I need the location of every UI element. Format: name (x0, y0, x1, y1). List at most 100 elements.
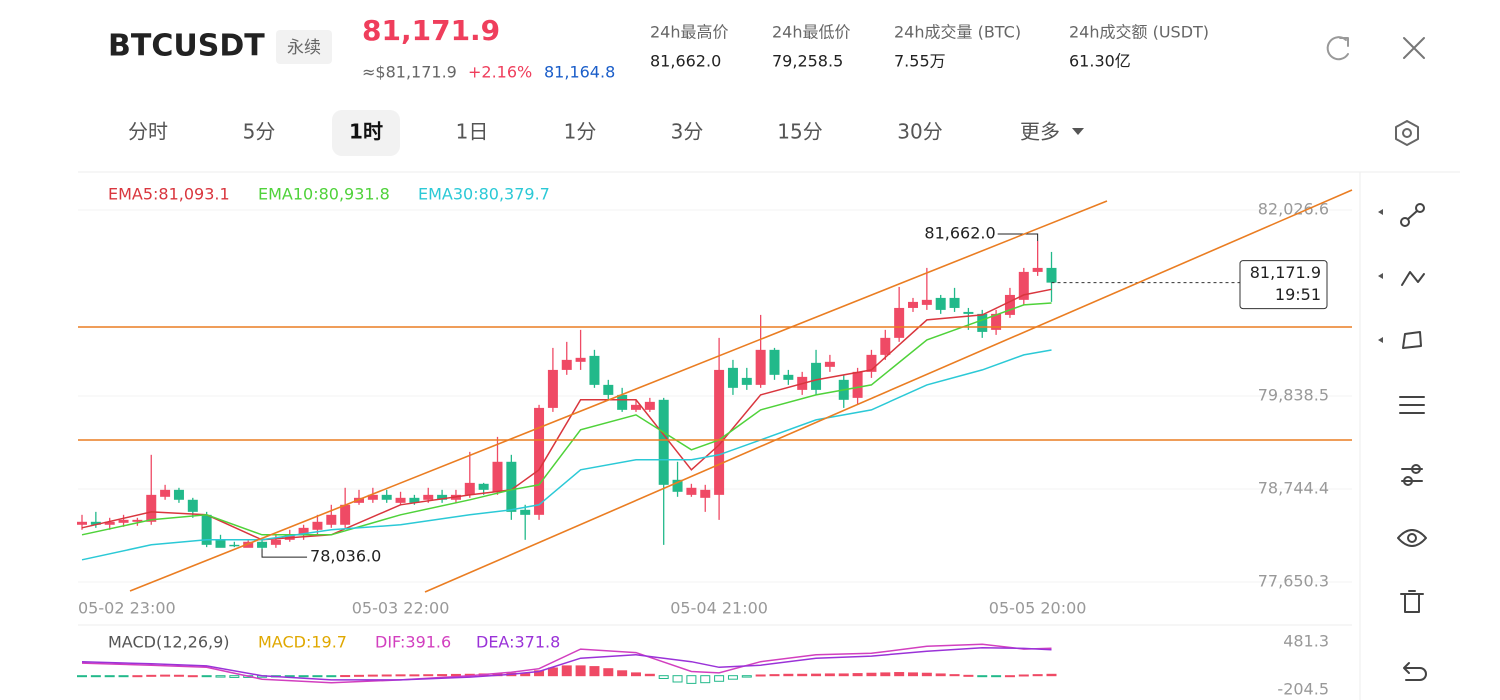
candle-body (478, 483, 489, 490)
settings-button[interactable] (1395, 120, 1419, 146)
macd-bar (894, 672, 905, 677)
candle-body (686, 487, 697, 495)
macd-bar (201, 675, 212, 678)
toolbar (1378, 203, 1427, 681)
macd-bar (644, 673, 655, 677)
candle-body (243, 541, 254, 548)
tag-bg (276, 30, 332, 64)
stat-label: 24h最高价 (650, 23, 729, 42)
tab[interactable]: 30分 (897, 120, 942, 144)
candle-body (603, 384, 614, 395)
high-label: 81,662.0 (924, 223, 995, 242)
macd-bar (118, 675, 129, 678)
macd-bar (575, 665, 586, 677)
candle-body (658, 399, 669, 485)
candle-body (991, 313, 1002, 330)
candle-body (1032, 267, 1043, 272)
tab[interactable]: 1时 (349, 120, 383, 144)
macd-bar (1032, 674, 1043, 677)
tool-shape[interactable] (1402, 331, 1422, 349)
candle-body (589, 355, 600, 385)
macd-bar (561, 665, 572, 677)
candle-body (547, 369, 558, 408)
candle-body (866, 354, 877, 372)
mark-price: 81,164.8 (544, 63, 615, 82)
refresh-button[interactable] (1326, 36, 1349, 61)
candle-body (367, 494, 378, 500)
tab[interactable]: 1分 (564, 120, 597, 144)
tool-fib[interactable] (1401, 271, 1425, 286)
macd-bar (811, 673, 822, 677)
macd-bar (908, 672, 918, 677)
candle-body (201, 514, 212, 545)
channel-line[interactable] (424, 189, 1353, 593)
macd-bar (603, 668, 614, 677)
candle-body (894, 307, 905, 338)
tab[interactable]: 1日 (456, 120, 489, 144)
candle-body (520, 509, 531, 515)
y-tick-label: 78,744.4 (1258, 478, 1329, 497)
legend-entry: EMA10:80,931.8 (258, 185, 390, 204)
candle-body (700, 489, 711, 498)
macd-bar (866, 672, 877, 677)
macd-bar (90, 675, 101, 678)
channel-line[interactable] (129, 200, 1108, 592)
candle-body (769, 349, 780, 375)
candle-body (215, 539, 226, 548)
tab[interactable]: 15分 (777, 120, 822, 144)
macd-bar (824, 673, 835, 677)
candle-body (298, 527, 309, 535)
tab[interactable]: 更多 (1020, 120, 1060, 144)
tool-line[interactable] (1400, 203, 1425, 227)
candle-body (173, 489, 184, 500)
price-chart: 82,026.6 79,838.5 78,744.4 77,650.3 05-02 23… (77, 185, 1352, 618)
macd-bar (1046, 673, 1057, 677)
macd-title: MACD(12,26,9) (108, 633, 230, 652)
candle-body (561, 359, 572, 370)
candle-body (811, 362, 822, 390)
tool-delete[interactable] (1400, 590, 1424, 613)
tab[interactable]: 5分 (243, 120, 276, 144)
tool-indicator[interactable] (1401, 464, 1423, 486)
macd-bar (949, 674, 960, 677)
macd-bar (104, 675, 115, 678)
candle-body (824, 361, 835, 367)
tab[interactable]: 3分 (671, 120, 704, 144)
candle-body (921, 299, 932, 305)
candle-body (104, 521, 115, 525)
candle-body (1018, 271, 1029, 300)
macd-legend: MACD:19.7 (258, 633, 347, 652)
x-tick-label: 05-03 22:00 (352, 599, 450, 618)
stat-value: 81,662.0 (650, 52, 721, 71)
macd-bar (727, 675, 738, 680)
candle-body (464, 482, 475, 495)
tool-visibility[interactable] (1397, 529, 1427, 547)
candle-body (672, 479, 683, 492)
candle-body (77, 521, 87, 525)
tag: 永续 (287, 38, 321, 58)
candle-body (132, 519, 143, 522)
macd-legend: DIF:391.6 (375, 633, 451, 652)
candle-body (631, 404, 641, 410)
y-tick-label: 77,650.3 (1258, 571, 1329, 590)
candle-body (312, 521, 323, 530)
tool-undo[interactable] (1403, 662, 1427, 681)
macd-bar (409, 674, 420, 677)
stat-label: 24h成交额 (USDT) (1069, 23, 1209, 42)
candle-body (187, 499, 198, 512)
macd-bar (797, 673, 808, 677)
macd-bar (658, 675, 669, 679)
x-tick-label: 05-05 20:00 (989, 599, 1087, 618)
tab[interactable]: 分时 (128, 120, 168, 144)
candle-body (90, 521, 101, 525)
x-tick-label: 05-04 21:00 (670, 599, 768, 618)
close-button[interactable] (1403, 37, 1425, 59)
macd-bar (160, 674, 171, 677)
candle-body (229, 544, 240, 547)
macd-bar (437, 674, 448, 677)
macd-bar (1018, 674, 1029, 677)
tab-active-bg (332, 110, 400, 156)
macd-line (81, 646, 1052, 681)
tool-settings[interactable] (1399, 396, 1425, 414)
macd-legend: DEA:371.8 (476, 633, 560, 652)
